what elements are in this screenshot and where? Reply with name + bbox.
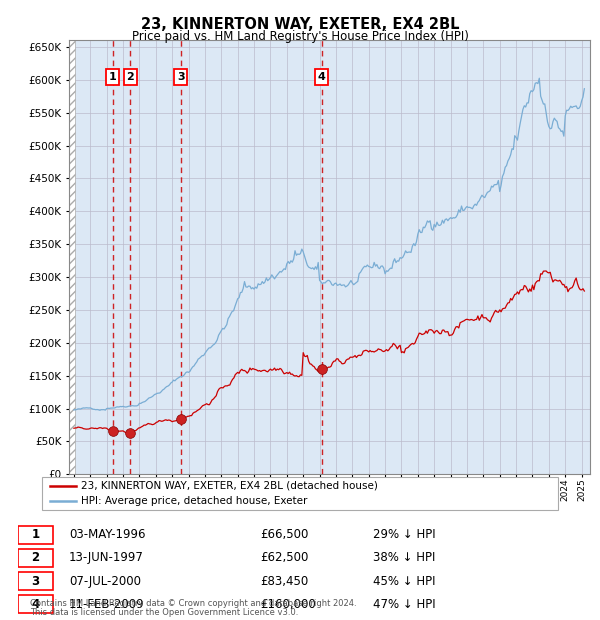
Text: 4: 4 <box>31 598 40 611</box>
Text: 03-MAY-1996: 03-MAY-1996 <box>69 528 145 541</box>
Text: 1: 1 <box>31 528 40 541</box>
FancyBboxPatch shape <box>18 572 53 590</box>
FancyBboxPatch shape <box>18 526 53 544</box>
Text: £83,450: £83,450 <box>260 575 309 588</box>
Text: 1: 1 <box>109 72 116 82</box>
Text: £66,500: £66,500 <box>260 528 309 541</box>
Text: 3: 3 <box>31 575 40 588</box>
FancyBboxPatch shape <box>18 549 53 567</box>
Text: 2: 2 <box>31 551 40 564</box>
Bar <box>69 40 75 474</box>
Text: Contains HM Land Registry data © Crown copyright and database right 2024.: Contains HM Land Registry data © Crown c… <box>30 598 356 608</box>
Text: HPI: Average price, detached house, Exeter: HPI: Average price, detached house, Exet… <box>80 496 307 507</box>
Text: 38% ↓ HPI: 38% ↓ HPI <box>373 551 436 564</box>
Text: Price paid vs. HM Land Registry's House Price Index (HPI): Price paid vs. HM Land Registry's House … <box>131 30 469 43</box>
Text: 13-JUN-1997: 13-JUN-1997 <box>69 551 143 564</box>
Text: £62,500: £62,500 <box>260 551 309 564</box>
Text: 3: 3 <box>177 72 185 82</box>
Text: 47% ↓ HPI: 47% ↓ HPI <box>373 598 436 611</box>
Text: 2: 2 <box>127 72 134 82</box>
Text: This data is licensed under the Open Government Licence v3.0.: This data is licensed under the Open Gov… <box>30 608 298 617</box>
Text: 45% ↓ HPI: 45% ↓ HPI <box>373 575 436 588</box>
Text: 23, KINNERTON WAY, EXETER, EX4 2BL: 23, KINNERTON WAY, EXETER, EX4 2BL <box>141 17 459 32</box>
Text: £160,000: £160,000 <box>260 598 316 611</box>
Text: 11-FEB-2009: 11-FEB-2009 <box>69 598 145 611</box>
Text: 4: 4 <box>317 72 325 82</box>
Text: 29% ↓ HPI: 29% ↓ HPI <box>373 528 436 541</box>
Text: 23, KINNERTON WAY, EXETER, EX4 2BL (detached house): 23, KINNERTON WAY, EXETER, EX4 2BL (deta… <box>80 480 377 491</box>
FancyBboxPatch shape <box>18 595 53 613</box>
Text: 07-JUL-2000: 07-JUL-2000 <box>69 575 141 588</box>
